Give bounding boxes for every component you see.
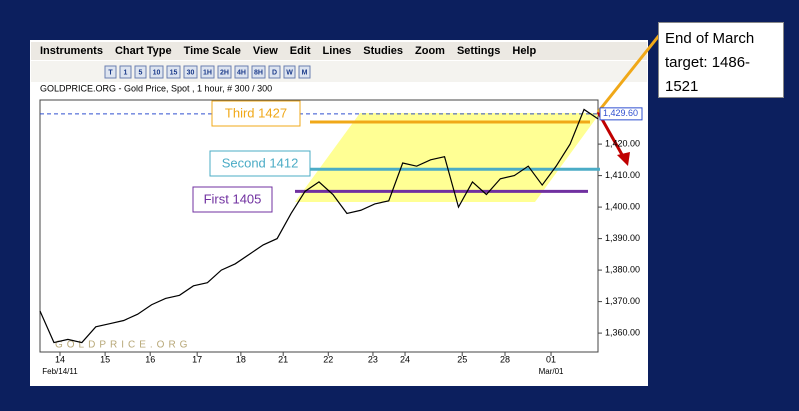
date-label: Feb/14/11 bbox=[42, 367, 78, 376]
y-tick-label: 1,410.00 bbox=[605, 170, 640, 180]
x-tick-label: 16 bbox=[145, 354, 155, 364]
watermark: GOLDPRICE.ORG bbox=[55, 340, 191, 351]
toolbar-button[interactable] bbox=[251, 65, 266, 79]
down-arrowhead bbox=[617, 152, 630, 166]
y-tick-label: 1,390.00 bbox=[605, 233, 640, 243]
toolbar-button-label: D bbox=[272, 69, 277, 76]
level-label: First 1405 bbox=[204, 191, 262, 206]
toolbar-button[interactable] bbox=[183, 65, 198, 79]
toolbar-button-label: 8H bbox=[254, 69, 263, 76]
x-tick-label: 21 bbox=[278, 354, 288, 364]
y-tick-label: 1,380.00 bbox=[605, 264, 640, 274]
menu-item[interactable]: Edit bbox=[290, 45, 311, 57]
chart-header: GOLDPRICE.ORG - Gold Price, Spot , 1 hou… bbox=[40, 83, 272, 93]
menu-item[interactable]: Help bbox=[512, 45, 536, 57]
level-box bbox=[209, 150, 311, 177]
x-tick-label: 15 bbox=[100, 354, 110, 364]
toolbar-button[interactable] bbox=[283, 65, 296, 79]
toolbar-button-label: T bbox=[108, 69, 113, 76]
toolbar-button-label: 4H bbox=[237, 69, 246, 76]
up-arrow bbox=[596, 27, 667, 113]
price-line bbox=[39, 108, 599, 344]
menu-item[interactable]: Instruments bbox=[40, 45, 103, 57]
toolbar-button-label: 1H bbox=[203, 69, 212, 76]
toolbar-button-label: 15 bbox=[170, 69, 178, 76]
level-box bbox=[192, 186, 273, 213]
x-tick-label: 18 bbox=[236, 354, 246, 364]
channel-highlight bbox=[295, 113, 600, 202]
x-tick-label: 28 bbox=[500, 354, 510, 364]
toolbar-button[interactable] bbox=[134, 65, 147, 79]
x-tick-label: 01 bbox=[546, 354, 556, 364]
toolbar-button-label: 1 bbox=[124, 69, 128, 76]
toolbar-button[interactable] bbox=[234, 65, 249, 79]
level-label: Second 1412 bbox=[222, 155, 299, 170]
y-tick-label: 1,400.00 bbox=[605, 201, 640, 211]
level-label: Third 1427 bbox=[225, 105, 287, 120]
menu-item[interactable]: Zoom bbox=[415, 45, 445, 57]
x-tick-label: 25 bbox=[457, 354, 467, 364]
toolbar-button[interactable] bbox=[200, 65, 215, 79]
y-tick-label: 1,370.00 bbox=[605, 296, 640, 306]
menu-bar bbox=[31, 42, 647, 60]
last-price-label: 1,429.60 bbox=[603, 108, 638, 118]
y-tick-label: 1,420.00 bbox=[605, 138, 640, 148]
x-tick-label: 23 bbox=[368, 354, 378, 364]
menu-item[interactable]: View bbox=[253, 45, 278, 57]
toolbar-button-label: 5 bbox=[139, 69, 143, 76]
target-note: End of March target: 1486-1521 bbox=[658, 22, 784, 98]
toolbar-button[interactable] bbox=[166, 65, 181, 79]
date-label: Mar/01 bbox=[539, 367, 564, 376]
last-price-box bbox=[599, 107, 643, 121]
toolbar-button[interactable] bbox=[298, 65, 311, 79]
toolbar-button[interactable] bbox=[119, 65, 132, 79]
menu-item[interactable]: Studies bbox=[363, 45, 403, 57]
level-box bbox=[211, 100, 301, 127]
toolbar-button-label: 30 bbox=[187, 69, 195, 76]
toolbar-button[interactable] bbox=[217, 65, 232, 79]
toolbar-button[interactable] bbox=[268, 65, 281, 79]
x-tick-label: 14 bbox=[55, 354, 65, 364]
menu-item[interactable]: Lines bbox=[323, 45, 352, 57]
toolbar-button-label: 10 bbox=[153, 69, 161, 76]
y-tick-label: 1,360.00 bbox=[605, 327, 640, 337]
x-tick-label: 17 bbox=[192, 354, 202, 364]
toolbar-button-label: 2H bbox=[220, 69, 229, 76]
menu-item[interactable]: Chart Type bbox=[115, 45, 172, 57]
menu-item[interactable]: Settings bbox=[457, 45, 500, 57]
toolbar-button[interactable] bbox=[104, 65, 117, 79]
menu-item[interactable]: Time Scale bbox=[184, 45, 241, 57]
x-tick-label: 24 bbox=[400, 354, 410, 364]
toolbar-button[interactable] bbox=[149, 65, 164, 79]
toolbar-button-label: W bbox=[286, 69, 293, 76]
x-tick-label: 22 bbox=[323, 354, 333, 364]
toolbar-button-label: M bbox=[302, 69, 308, 76]
